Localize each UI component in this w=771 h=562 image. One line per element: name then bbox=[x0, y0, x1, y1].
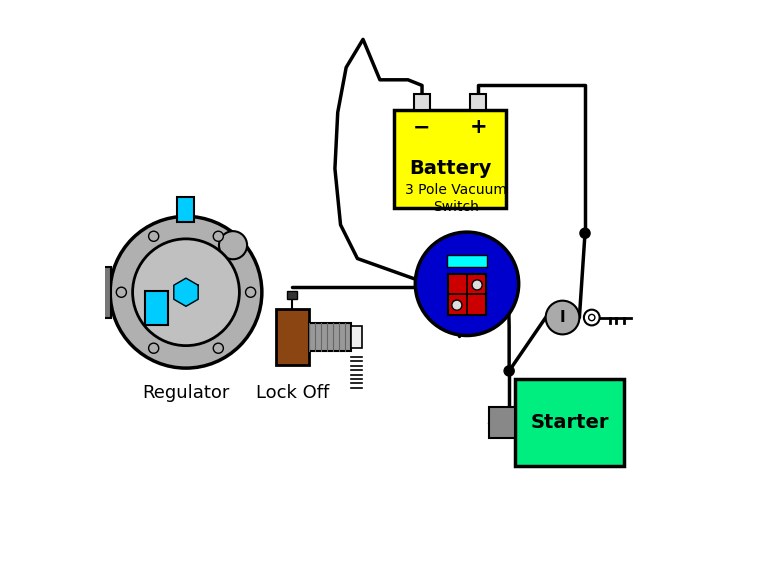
Circle shape bbox=[580, 228, 590, 238]
Circle shape bbox=[110, 216, 262, 368]
Bar bbox=[470, 94, 486, 110]
Text: +: + bbox=[470, 117, 487, 137]
Text: Starter: Starter bbox=[530, 414, 609, 432]
Circle shape bbox=[214, 231, 224, 241]
Text: Battery: Battery bbox=[409, 159, 491, 178]
Bar bbox=[351, 326, 362, 348]
Text: −: − bbox=[413, 117, 431, 137]
Bar bbox=[308, 323, 351, 351]
Bar bbox=[490, 407, 515, 438]
Circle shape bbox=[452, 300, 462, 310]
Circle shape bbox=[245, 287, 256, 297]
Circle shape bbox=[219, 231, 247, 259]
Circle shape bbox=[214, 343, 224, 353]
Text: Regulator: Regulator bbox=[143, 384, 230, 402]
Circle shape bbox=[588, 314, 595, 321]
Bar bbox=[448, 274, 486, 315]
Circle shape bbox=[133, 239, 239, 346]
Text: Lock Off: Lock Off bbox=[255, 384, 329, 402]
Circle shape bbox=[584, 310, 600, 325]
Bar bbox=[515, 379, 625, 466]
Text: I: I bbox=[560, 310, 565, 325]
Circle shape bbox=[472, 280, 482, 290]
Text: Switch: Switch bbox=[433, 200, 479, 214]
Circle shape bbox=[149, 231, 159, 241]
Circle shape bbox=[149, 343, 159, 353]
Bar bbox=[93, 267, 111, 318]
Circle shape bbox=[504, 366, 514, 376]
Circle shape bbox=[546, 301, 579, 334]
Bar bbox=[288, 291, 297, 299]
Polygon shape bbox=[173, 278, 198, 306]
Bar bbox=[447, 255, 487, 267]
Text: 3 Pole Vacuum: 3 Pole Vacuum bbox=[405, 183, 507, 197]
Bar bbox=[146, 291, 168, 325]
Bar bbox=[177, 197, 194, 222]
Circle shape bbox=[116, 287, 126, 297]
Bar bbox=[394, 110, 507, 208]
Circle shape bbox=[416, 232, 519, 336]
Bar bbox=[276, 309, 308, 365]
Bar bbox=[414, 94, 430, 110]
